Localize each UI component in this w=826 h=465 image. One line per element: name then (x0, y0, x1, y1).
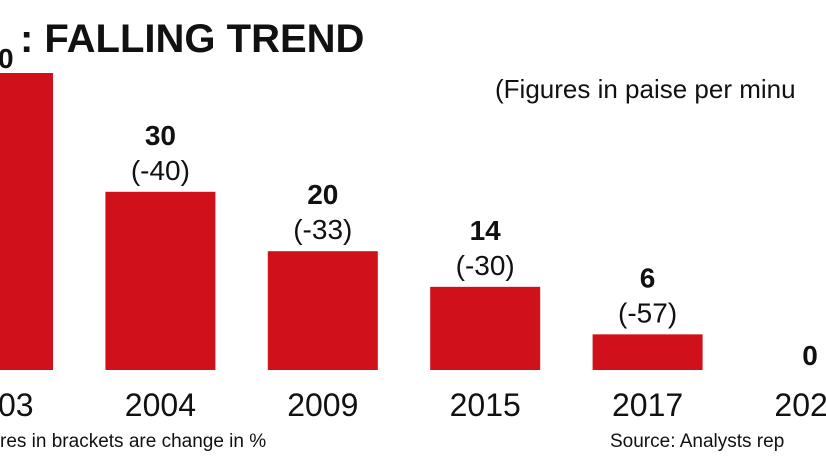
value-label: 6 (640, 262, 656, 293)
bar (0, 73, 53, 370)
change-label: (-33) (293, 214, 352, 245)
value-label: 30 (145, 120, 176, 151)
bar (105, 191, 216, 370)
change-label: (-57) (618, 297, 677, 328)
x-tick-label: 2015 (450, 387, 521, 423)
value-label: 50 (0, 43, 14, 74)
source: Source: Analysts rep (610, 431, 784, 452)
footnote: res in brackets are change in % (0, 431, 266, 452)
bar (592, 334, 703, 370)
chart-title: : FALLING TREND (20, 17, 364, 61)
bar (430, 286, 541, 370)
value-label: 20 (307, 179, 338, 210)
x-tick-label: 2003 (0, 387, 34, 423)
bar (267, 251, 378, 370)
x-tick-label: 2004 (125, 387, 196, 423)
x-tick-label: 2009 (287, 387, 358, 423)
change-label: (-40) (131, 155, 190, 186)
value-label: 0 (802, 340, 818, 371)
value-label: 14 (470, 215, 502, 246)
chart-subtitle: (Figures in paise per minu (495, 74, 796, 104)
x-tick-label: 2017 (612, 387, 683, 423)
change-label: (-30) (456, 250, 515, 281)
